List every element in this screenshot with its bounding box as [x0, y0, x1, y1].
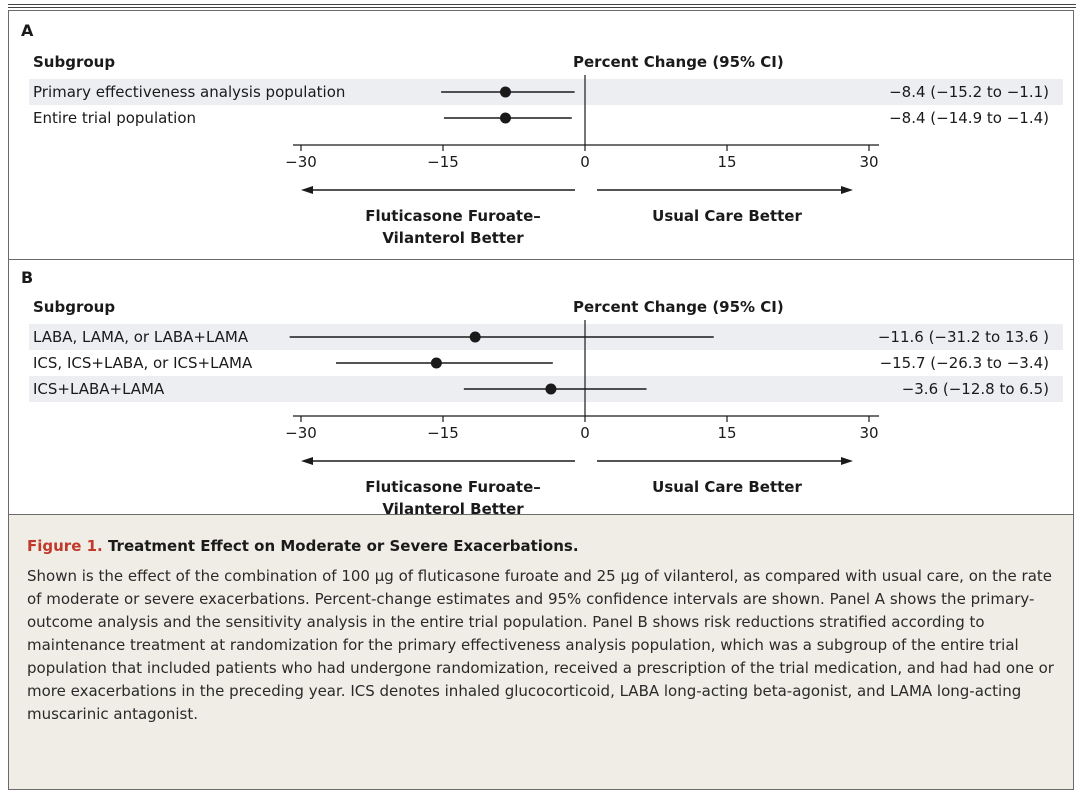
- panel-b: B Subgroup Percent Change (95% CI) LABA, L…: [9, 259, 1073, 516]
- right-arrowhead: [841, 186, 853, 194]
- left-arrowhead: [301, 186, 313, 194]
- forest-plot-b: Subgroup Percent Change (95% CI) LABA, LAM…: [29, 298, 1063, 516]
- left-arrowhead: [301, 457, 313, 465]
- estimate-point: [499, 86, 511, 98]
- x-tick-label: 0: [580, 424, 590, 442]
- panel-a: A Subgroup Percent Change (95% CI) Primary…: [9, 11, 1073, 257]
- right-direction-label: Usual Care Better: [652, 478, 802, 496]
- estimate-header: Percent Change (95% CI): [573, 298, 784, 316]
- panel-letter: B: [21, 268, 34, 287]
- estimate-text: −15.7 (−26.3 to −3.4): [880, 354, 1049, 372]
- x-tick-label: 0: [580, 153, 590, 171]
- estimate-header: Percent Change (95% CI): [573, 53, 784, 71]
- top-rule: [8, 4, 1076, 5]
- panel-letter: A: [21, 21, 34, 40]
- forest-plot-a: Subgroup Percent Change (95% CI) Primary e…: [29, 53, 1063, 247]
- caption-title: Figure 1. Treatment Effect on Moderate o…: [27, 537, 579, 555]
- x-tick-label: −30: [285, 424, 317, 442]
- left-direction-label: Vilanterol Better: [382, 229, 524, 247]
- right-arrowhead: [841, 457, 853, 465]
- estimate-text: −8.4 (−14.9 to −1.4): [889, 109, 1049, 127]
- x-tick-label: −30: [285, 153, 317, 171]
- x-tick-label: 30: [859, 424, 878, 442]
- estimate-point: [499, 112, 511, 124]
- subgroup-header: Subgroup: [33, 53, 115, 71]
- top-rule-second: [8, 7, 1076, 8]
- estimate-text: −11.6 (−31.2 to 13.6 ): [878, 328, 1049, 346]
- estimate-point: [545, 383, 557, 395]
- subgroup-header: Subgroup: [33, 298, 115, 316]
- row-label: ICS+LABA+LAMA: [33, 380, 165, 398]
- left-direction-label: Vilanterol Better: [382, 500, 524, 516]
- caption-body: Shown is the effect of the combination o…: [27, 567, 1054, 723]
- figure-frame: [8, 10, 1074, 790]
- figure-caption: Figure 1. Treatment Effect on Moderate o…: [9, 514, 1073, 789]
- estimate-point: [469, 331, 481, 343]
- x-tick-label: −15: [427, 153, 459, 171]
- row-label: Primary effectiveness analysis populatio…: [33, 83, 345, 101]
- left-direction-label: Fluticasone Furoate–: [365, 478, 541, 496]
- estimate-point: [430, 357, 442, 369]
- x-tick-label: 30: [859, 153, 878, 171]
- row-label: Entire trial population: [33, 109, 196, 127]
- left-direction-label: Fluticasone Furoate–: [365, 207, 541, 225]
- x-tick-label: 15: [717, 424, 736, 442]
- x-tick-label: −15: [427, 424, 459, 442]
- x-tick-label: 15: [717, 153, 736, 171]
- caption-title-text: Treatment Effect on Moderate or Severe E…: [107, 537, 579, 555]
- estimate-text: −3.6 (−12.8 to 6.5): [902, 380, 1049, 398]
- right-direction-label: Usual Care Better: [652, 207, 802, 225]
- row-label: ICS, ICS+LABA, or ICS+LAMA: [33, 354, 253, 372]
- figure-label: Figure 1.: [27, 537, 103, 555]
- row-label: LABA, LAMA, or LABA+LAMA: [33, 328, 249, 346]
- estimate-text: −8.4 (−15.2 to −1.1): [889, 83, 1049, 101]
